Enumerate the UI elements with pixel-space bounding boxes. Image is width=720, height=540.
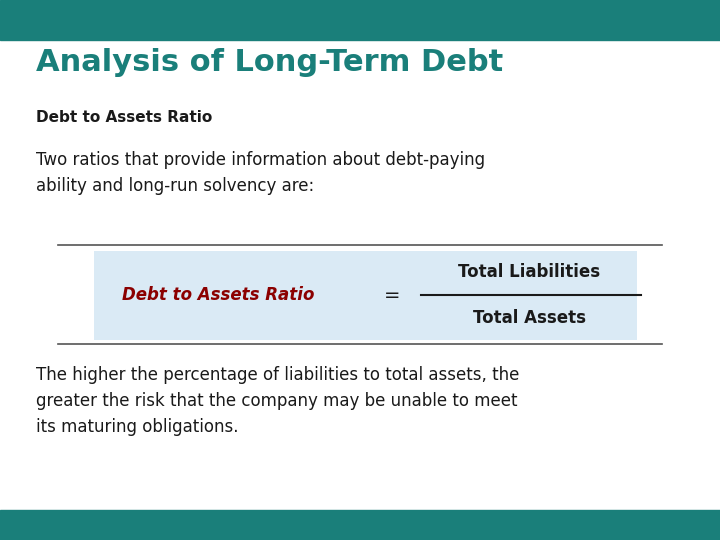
Text: 76: 76	[690, 518, 706, 532]
Text: Debt to Assets Ratio: Debt to Assets Ratio	[122, 286, 315, 304]
Text: =: =	[384, 286, 400, 305]
Bar	[0, 510, 720, 540]
Text: Copyright ©2019 John Wiley & Sons, Inc.: Copyright ©2019 John Wiley & Sons, Inc.	[232, 518, 488, 532]
Text: Two ratios that provide information about debt-paying
ability and long-run solve: Two ratios that provide information abou…	[36, 151, 485, 195]
Text: Analysis of Long-Term Debt: Analysis of Long-Term Debt	[36, 48, 503, 77]
Text: The higher the percentage of liabilities to total assets, the
greater the risk t: The higher the percentage of liabilities…	[36, 366, 519, 436]
Bar	[0, 0, 720, 40]
Text: LO 4: LO 4	[14, 518, 42, 532]
FancyBboxPatch shape	[94, 251, 637, 340]
Text: Total Liabilities: Total Liabilities	[458, 264, 600, 281]
Text: Total Assets: Total Assets	[473, 309, 585, 327]
Text: Debt to Assets Ratio: Debt to Assets Ratio	[36, 110, 212, 125]
